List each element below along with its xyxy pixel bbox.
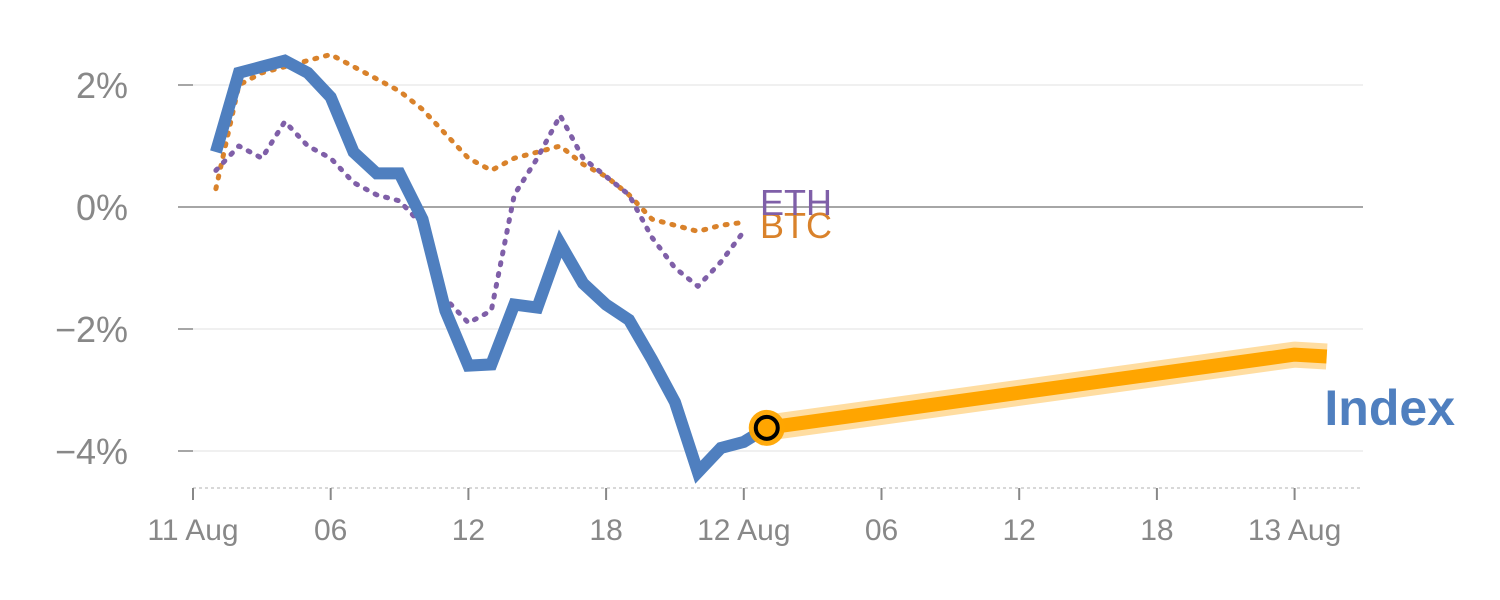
x-tick-label: 12 [1003,514,1036,547]
eth-series-label: ETH [760,182,832,223]
y-tick-label: −2% [55,309,128,350]
forecast-series-line [765,347,1328,435]
btc-series-label: BTC [760,205,832,246]
grid [193,84,1363,452]
index-series-label: Index [1324,380,1455,436]
x-tick-label: 12 [452,514,485,547]
x-tick-label: 06 [865,514,898,547]
x-tick-label: 12 Aug [697,514,790,547]
x-tick-label: 18 [589,514,622,547]
axes: 2% 0% −2% −4% 11 Aug 06 12 18 12 Aug 06 12 18 13 Aug [55,65,1363,547]
x-tick-label: 18 [1140,514,1173,547]
series-group [210,52,1328,484]
x-tick-label: 11 Aug [147,514,238,547]
eth-series-line [213,113,747,326]
current-point-marker [753,414,780,441]
x-tick-label: 06 [314,514,347,547]
y-tick-label: −4% [55,431,128,472]
btc-series-line [213,52,747,234]
index-series-line [210,54,770,484]
y-tick-label: 2% [76,65,128,106]
y-tick-label: 0% [76,187,128,228]
x-tick-label: 13 Aug [1248,514,1341,547]
